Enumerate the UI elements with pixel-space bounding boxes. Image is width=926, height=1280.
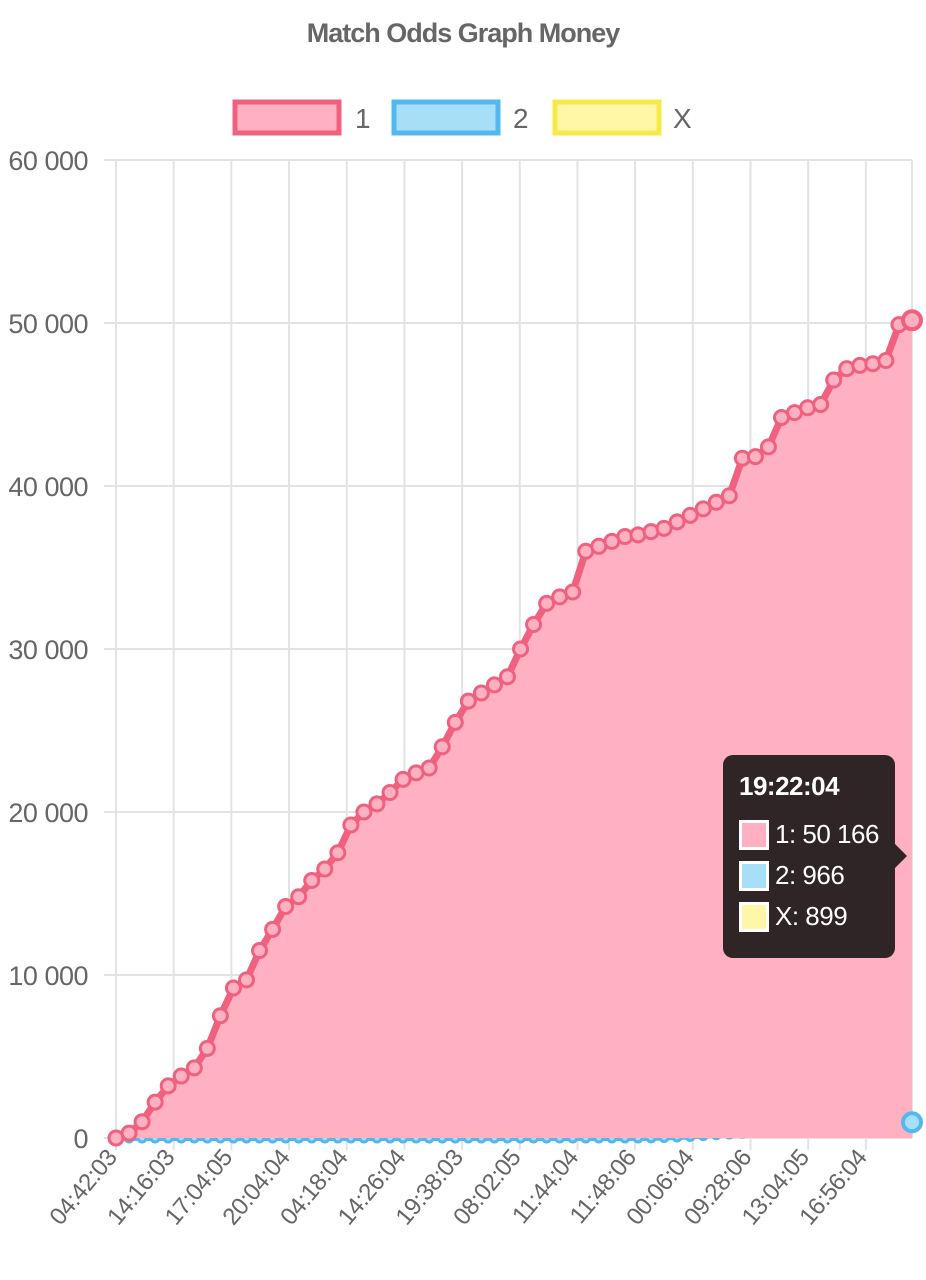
chart-tooltip: 19:22:04 1: 50 166 2: 966 X: 899 [723, 755, 907, 958]
point-1[interactable] [329, 844, 347, 862]
point-1[interactable] [342, 816, 360, 834]
tooltip-row-2: 2: 966 [739, 855, 879, 896]
y-tick-label: 10 000 [8, 961, 88, 991]
point-1[interactable] [433, 738, 451, 756]
legend-label-2: 2 [513, 103, 529, 134]
point-1[interactable] [381, 783, 399, 801]
y-tick-label: 40 000 [8, 472, 88, 502]
point-1[interactable] [368, 795, 386, 813]
point-1[interactable] [290, 888, 308, 906]
x-axis: 04:42:0314:16:0317:04:0520:04:0404:18:04… [44, 1144, 872, 1230]
tooltip-title: 19:22:04 [739, 771, 840, 801]
point-1[interactable] [303, 871, 321, 889]
point-1[interactable] [133, 1113, 151, 1131]
hover-point-2[interactable] [901, 1111, 923, 1134]
point-1[interactable] [707, 493, 725, 511]
point-1[interactable] [825, 371, 843, 389]
legend-swatch-2 [391, 99, 501, 136]
tooltip-row-1: 1: 50 166 [739, 814, 879, 855]
point-1[interactable] [185, 1059, 203, 1077]
point-1[interactable] [498, 668, 516, 686]
y-tick-label: 50 000 [8, 309, 88, 339]
tooltip-row-x: X: 899 [739, 896, 879, 937]
point-1[interactable] [564, 583, 582, 601]
point-1[interactable] [264, 920, 282, 938]
point-1[interactable] [538, 594, 556, 612]
tooltip-label-x: X: 899 [775, 901, 848, 931]
y-axis: 60 000 50 000 40 000 30 000 20 000 10 000 0 [8, 146, 88, 1154]
legend-swatch-x [552, 99, 662, 136]
tooltip-swatch-x [739, 901, 769, 932]
y-tick-label: 30 000 [8, 635, 88, 665]
point-1[interactable] [198, 1039, 216, 1057]
point-1[interactable] [211, 1007, 229, 1025]
tooltip-label-2: 2: 966 [775, 860, 845, 890]
point-1[interactable] [694, 500, 712, 518]
point-1[interactable] [394, 770, 412, 788]
chart-title: Match Odds Graph Money [307, 18, 621, 48]
y-tick-label: 60 000 [8, 146, 88, 176]
y-tick-label: 0 [73, 1124, 88, 1154]
point-1[interactable] [472, 684, 490, 702]
point-1[interactable] [720, 487, 738, 505]
tooltip-swatch-2 [739, 860, 769, 891]
point-1[interactable] [251, 942, 269, 960]
point-1[interactable] [668, 513, 686, 531]
point-1[interactable] [355, 803, 373, 821]
tooltip-swatch-1 [739, 819, 769, 850]
point-1[interactable] [446, 713, 464, 731]
legend-label-x: X [673, 103, 692, 134]
y-tick-label: 20 000 [8, 798, 88, 828]
point-1[interactable] [746, 448, 764, 466]
point-1[interactable] [237, 971, 255, 989]
point-1[interactable] [655, 519, 673, 537]
point-1[interactable] [159, 1077, 177, 1095]
hover-point-1[interactable] [901, 309, 923, 332]
point-1[interactable] [759, 438, 777, 456]
point-1[interactable] [485, 676, 503, 694]
point-1[interactable] [146, 1093, 164, 1111]
point-1[interactable] [316, 860, 334, 878]
plot-area [107, 309, 923, 1147]
point-1[interactable] [681, 506, 699, 524]
point-1[interactable] [525, 616, 543, 634]
chart-legend: 1 2 X [232, 99, 692, 136]
point-1[interactable] [812, 396, 830, 413]
legend-label-1: 1 [355, 103, 371, 134]
series-area-1 [116, 320, 912, 1138]
point-1[interactable] [277, 898, 295, 916]
point-1[interactable] [420, 759, 438, 777]
legend-swatch-1 [232, 99, 342, 136]
point-1[interactable] [459, 692, 477, 710]
point-1[interactable] [172, 1067, 190, 1085]
tooltip-label-1: 1: 50 166 [775, 819, 879, 849]
point-1[interactable] [877, 351, 895, 369]
point-1[interactable] [224, 979, 242, 997]
point-1[interactable] [512, 640, 530, 658]
point-1[interactable] [120, 1124, 138, 1142]
